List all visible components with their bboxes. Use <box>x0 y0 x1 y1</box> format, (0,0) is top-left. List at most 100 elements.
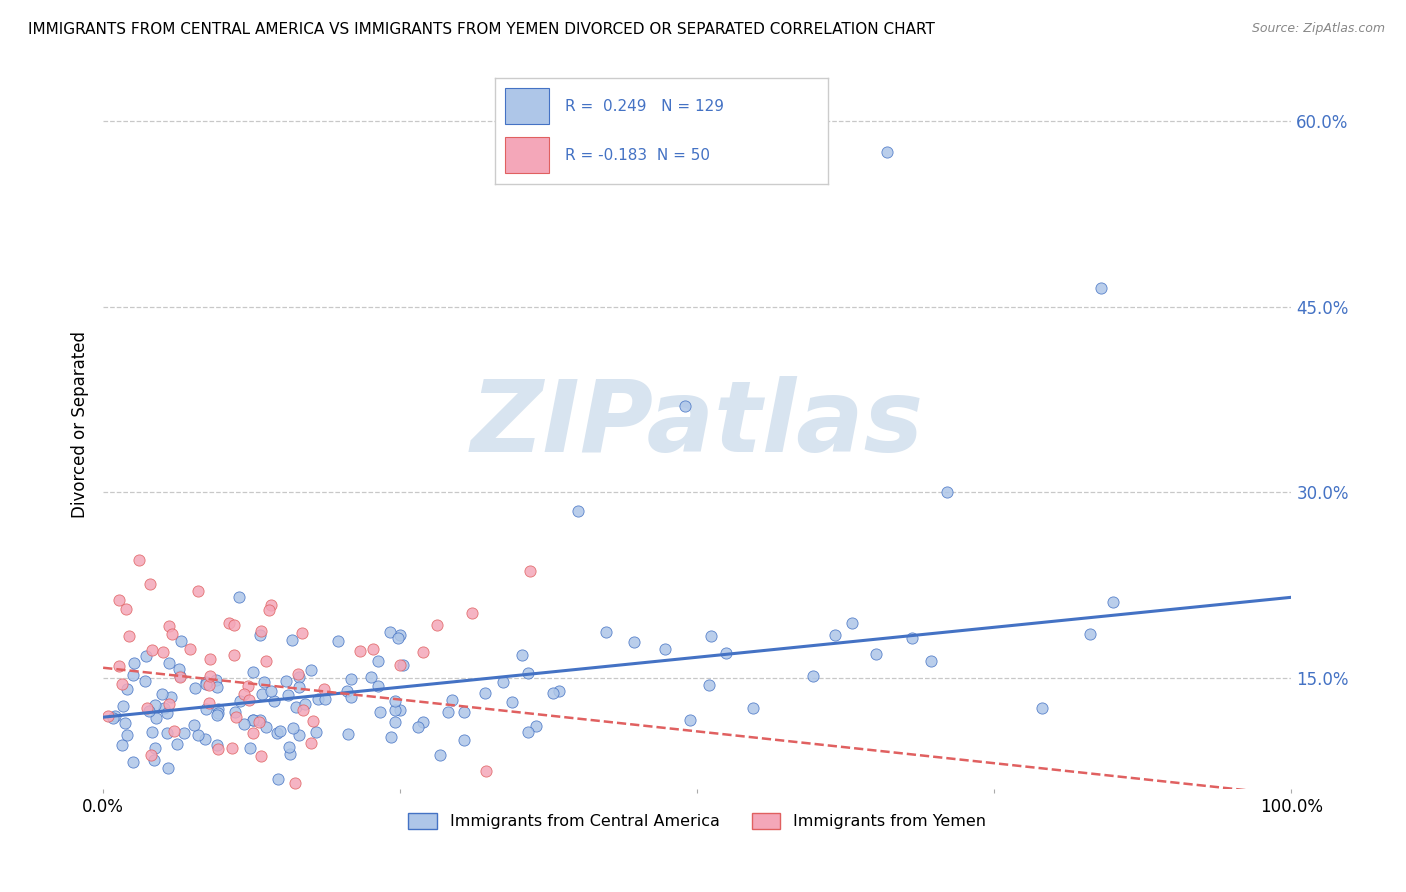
Point <box>340 673 363 687</box>
Point <box>742 701 765 715</box>
Point <box>288 680 311 694</box>
Point <box>453 732 475 747</box>
Point <box>269 723 291 738</box>
Point <box>224 706 246 720</box>
Point <box>288 728 311 742</box>
Point <box>263 694 285 708</box>
Point <box>252 687 274 701</box>
Point <box>143 698 166 712</box>
Point <box>115 728 138 742</box>
Point <box>512 648 534 662</box>
Point <box>389 703 412 717</box>
Point <box>136 700 159 714</box>
Point <box>200 652 222 666</box>
Point <box>406 720 429 734</box>
Point <box>312 682 335 697</box>
Point <box>714 646 737 660</box>
Point <box>239 740 262 755</box>
Point <box>141 747 163 762</box>
Point <box>824 627 846 641</box>
Point <box>152 645 174 659</box>
Point <box>141 725 163 739</box>
Point <box>249 714 271 728</box>
Point <box>115 681 138 696</box>
Point <box>388 628 411 642</box>
Point <box>1102 594 1125 608</box>
Point <box>673 399 696 413</box>
Point <box>280 747 302 761</box>
Point <box>1078 627 1101 641</box>
Point <box>143 753 166 767</box>
Point <box>156 706 179 720</box>
Point <box>302 714 325 728</box>
Point <box>173 726 195 740</box>
Text: IMMIGRANTS FROM CENTRAL AMERICA VS IMMIGRANTS FROM YEMEN DIVORCED OR SEPARATED C: IMMIGRANTS FROM CENTRAL AMERICA VS IMMIG… <box>28 22 935 37</box>
Point <box>307 692 329 706</box>
Point <box>218 616 240 631</box>
Point <box>195 702 218 716</box>
Point <box>118 629 141 643</box>
Point <box>391 657 413 672</box>
Point <box>221 740 243 755</box>
Point <box>135 648 157 663</box>
Point <box>285 700 308 714</box>
Point <box>697 678 720 692</box>
Point <box>124 656 146 670</box>
Point <box>121 668 143 682</box>
Point <box>194 675 217 690</box>
Point <box>336 684 359 698</box>
Point <box>501 695 523 709</box>
Point <box>474 686 496 700</box>
Point <box>107 658 129 673</box>
Point <box>595 624 617 639</box>
Point <box>278 739 301 754</box>
Point <box>259 598 281 612</box>
Point <box>187 728 209 742</box>
Point <box>461 606 484 620</box>
Point <box>253 675 276 690</box>
Point <box>205 680 228 694</box>
Point <box>547 684 569 698</box>
Point <box>169 669 191 683</box>
Point <box>267 772 290 787</box>
Point <box>157 698 180 712</box>
Point <box>153 701 176 715</box>
Point <box>328 633 350 648</box>
Point <box>111 738 134 752</box>
Point <box>900 631 922 645</box>
Point <box>259 602 281 616</box>
Point <box>238 693 260 707</box>
Point <box>187 584 209 599</box>
Point <box>679 714 702 728</box>
Point <box>841 616 863 631</box>
Point <box>122 755 145 769</box>
Point <box>207 701 229 715</box>
Point <box>304 724 326 739</box>
Point <box>207 708 229 723</box>
Point <box>281 721 304 735</box>
Point <box>163 723 186 738</box>
Point <box>367 680 389 694</box>
Point <box>170 634 193 648</box>
Point <box>160 690 183 704</box>
Point <box>156 726 179 740</box>
Point <box>157 761 180 775</box>
Point <box>360 670 382 684</box>
Point <box>143 740 166 755</box>
Point <box>242 714 264 728</box>
Point <box>169 670 191 684</box>
Point <box>367 653 389 667</box>
Point <box>429 747 451 762</box>
Point <box>222 648 245 662</box>
Text: Source: ZipAtlas.com: Source: ZipAtlas.com <box>1251 22 1385 36</box>
Point <box>250 749 273 764</box>
Point <box>378 624 401 639</box>
Point <box>274 674 297 689</box>
Point <box>229 694 252 708</box>
Point <box>361 642 384 657</box>
Point <box>567 504 589 518</box>
Point <box>107 593 129 607</box>
Point <box>299 736 322 750</box>
Point <box>284 775 307 789</box>
Point <box>384 714 406 729</box>
